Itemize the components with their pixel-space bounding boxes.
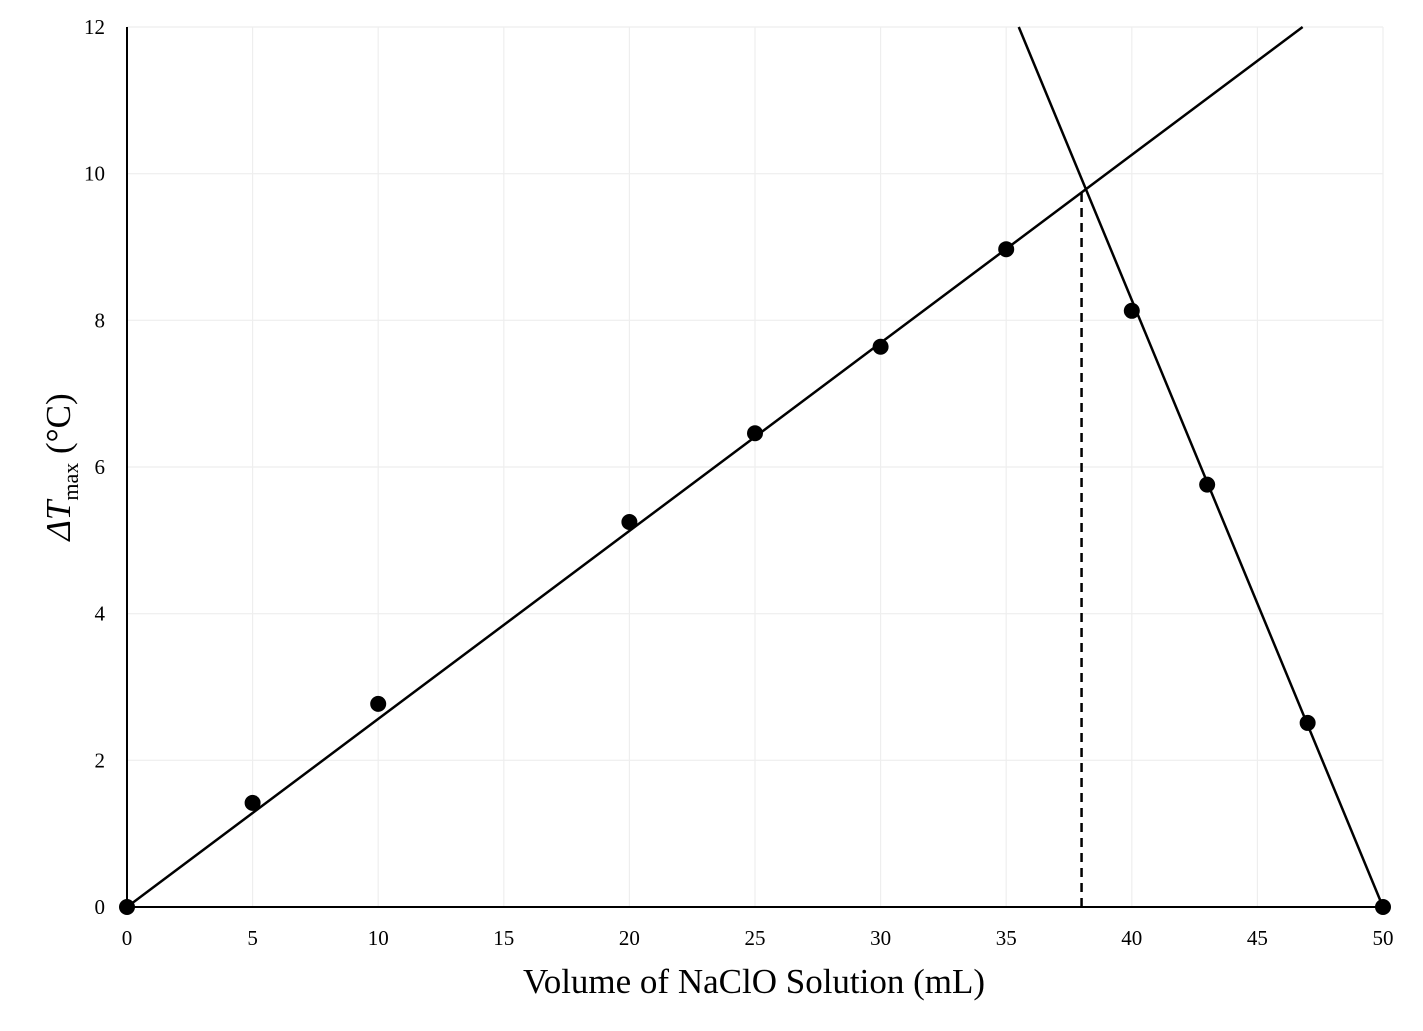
y-tick-label: 0 <box>95 895 106 919</box>
x-axis-title: Volume of NaClO Solution (mL) <box>523 962 985 1001</box>
y-tick-label: 4 <box>95 602 106 626</box>
fit-lines <box>126 25 1385 909</box>
x-tick-label: 45 <box>1247 926 1268 950</box>
x-tick-label: 30 <box>870 926 891 950</box>
y-axis-symbol: ΔT <box>39 498 78 543</box>
x-tick-label: 5 <box>247 926 258 950</box>
data-point <box>370 695 387 712</box>
data-point <box>244 794 261 811</box>
x-tick-label: 40 <box>1121 926 1142 950</box>
data-points <box>119 241 1391 915</box>
y-tick-label: 12 <box>84 15 105 39</box>
y-axis-subscript: max <box>58 463 83 501</box>
y-tick-labels: 0 2 4 6 8 10 12 <box>84 15 106 919</box>
data-point <box>747 425 763 442</box>
data-point <box>119 899 135 915</box>
x-tick-label: 15 <box>493 926 514 950</box>
data-point <box>1199 476 1216 493</box>
x-tick-label: 10 <box>368 926 389 950</box>
data-point <box>998 241 1015 258</box>
data-point <box>1299 714 1316 731</box>
x-tick-label: 25 <box>745 926 766 950</box>
axes <box>126 27 1383 908</box>
data-point <box>872 338 889 355</box>
y-tick-label: 6 <box>95 455 106 479</box>
y-tick-label: 10 <box>84 162 105 186</box>
data-point <box>1375 899 1391 915</box>
x-tick-label: 20 <box>619 926 640 950</box>
fit-line-1 <box>126 25 1304 909</box>
fit-line-2 <box>1017 26 1385 908</box>
data-point <box>621 514 638 530</box>
x-tick-label: 35 <box>996 926 1017 950</box>
grid-lines <box>126 26 1384 908</box>
y-tick-label: 2 <box>95 748 106 772</box>
x-tick-label: 0 <box>122 926 133 950</box>
y-axis-title: ΔTmax (°C) <box>39 393 83 542</box>
y-axis-unit: (°C) <box>39 393 78 462</box>
x-tick-labels: 0 5 10 15 20 25 30 35 40 45 50 <box>122 926 1394 950</box>
x-tick-label: 50 <box>1373 926 1394 950</box>
data-point <box>1123 302 1140 319</box>
y-tick-label: 8 <box>95 308 106 332</box>
